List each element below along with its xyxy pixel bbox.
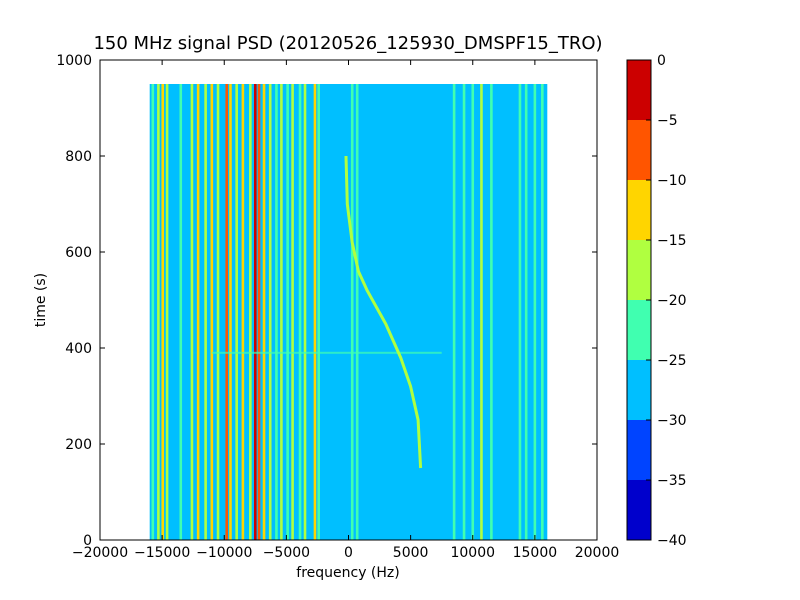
spectral-line <box>355 84 359 540</box>
spectral-line <box>298 84 302 540</box>
spectral-line <box>480 84 483 540</box>
spectral-line <box>190 84 194 540</box>
x-tick-label: 15000 <box>513 545 558 561</box>
heatmap-layer <box>149 84 548 540</box>
colorbar-swatch <box>627 240 651 300</box>
colorbar-swatch <box>627 120 651 180</box>
horizontal-streak <box>211 351 442 354</box>
x-tick-label: −10000 <box>196 545 252 561</box>
spectral-line <box>235 84 238 540</box>
spectral-line <box>210 84 214 540</box>
spectral-line <box>179 84 183 540</box>
chart-title: 150 MHz signal PSD (20120526_125930_DMSP… <box>93 33 602 54</box>
spectral-line <box>280 84 283 540</box>
colorbar-swatch <box>627 480 651 540</box>
spectral-line <box>303 84 307 540</box>
colorbar-tick-label: −35 <box>657 473 687 489</box>
spectral-line <box>268 84 272 540</box>
x-tick-label: −15000 <box>134 545 190 561</box>
spectral-line <box>291 84 294 540</box>
x-tick-label: 0 <box>344 545 353 561</box>
y-axis: 0 200 400 600 800 1000 <box>56 53 597 549</box>
spectral-line <box>216 84 220 540</box>
colorbar-tick-label: −30 <box>657 413 687 429</box>
y-tick-label: 400 <box>65 341 92 357</box>
spectral-line <box>196 84 200 540</box>
spectral-line <box>241 84 245 540</box>
spectral-line <box>157 84 160 540</box>
colorbar-tick-label: −10 <box>657 173 687 189</box>
y-tick-label: 200 <box>65 437 92 453</box>
x-tick-label: 10000 <box>450 545 495 561</box>
spectral-line <box>286 84 289 540</box>
colorbar-tick-label: −25 <box>657 353 687 369</box>
x-axis: −20000 −15000 −10000 −5000 0 5000 10000 15000 20… <box>72 60 619 561</box>
y-tick-label: 800 <box>65 149 92 165</box>
spectral-line <box>452 84 456 540</box>
colorbar-tick-label: −40 <box>657 533 687 549</box>
spectral-line <box>249 84 252 540</box>
spectral-line <box>462 84 466 540</box>
spectral-line <box>257 84 261 540</box>
spectral-line <box>161 84 165 540</box>
spectral-line <box>524 84 528 540</box>
colorbar-axis: −40 −35 −30 −25 −20 −15 −10 −5 0 <box>646 53 687 549</box>
spectral-line <box>225 84 229 540</box>
colorbar <box>627 60 651 540</box>
spectral-line <box>204 84 207 540</box>
colorbar-tick-label: −15 <box>657 233 687 249</box>
spectral-line <box>317 84 320 540</box>
spectral-line <box>262 84 266 540</box>
y-tick-label: 0 <box>83 533 92 549</box>
spectral-line <box>350 84 354 540</box>
spectral-line <box>541 84 544 540</box>
colorbar-tick-label: 0 <box>657 53 666 69</box>
x-tick-label: 20000 <box>575 545 620 561</box>
colorbar-tick-label: −5 <box>657 113 678 129</box>
spectral-line <box>151 84 155 540</box>
spectral-line <box>275 84 278 540</box>
colorbar-tick-label: −20 <box>657 293 687 309</box>
heatmap-background <box>149 84 548 540</box>
colorbar-swatch <box>627 360 651 420</box>
y-axis-label: time (s) <box>33 273 49 327</box>
spectral-line <box>254 84 257 540</box>
spectral-line <box>471 84 475 540</box>
doppler-curve <box>344 155 423 469</box>
colorbar-swatch <box>627 420 651 480</box>
colorbar-swatch <box>627 300 651 360</box>
x-tick-label: −20000 <box>72 545 128 561</box>
x-tick-label: −5000 <box>263 545 310 561</box>
spectral-line <box>165 84 169 540</box>
y-tick-label: 1000 <box>56 53 92 69</box>
spectral-line <box>518 84 522 540</box>
x-tick-label: 5000 <box>393 545 429 561</box>
spectral-line <box>229 84 232 540</box>
x-axis-label: frequency (Hz) <box>296 565 399 581</box>
colorbar-swatch <box>627 180 651 240</box>
spectral-line <box>313 84 317 540</box>
spectral-line <box>533 84 537 540</box>
y-tick-label: 600 <box>65 245 92 261</box>
spectral-line <box>490 84 493 540</box>
colorbar-swatch <box>627 60 651 120</box>
